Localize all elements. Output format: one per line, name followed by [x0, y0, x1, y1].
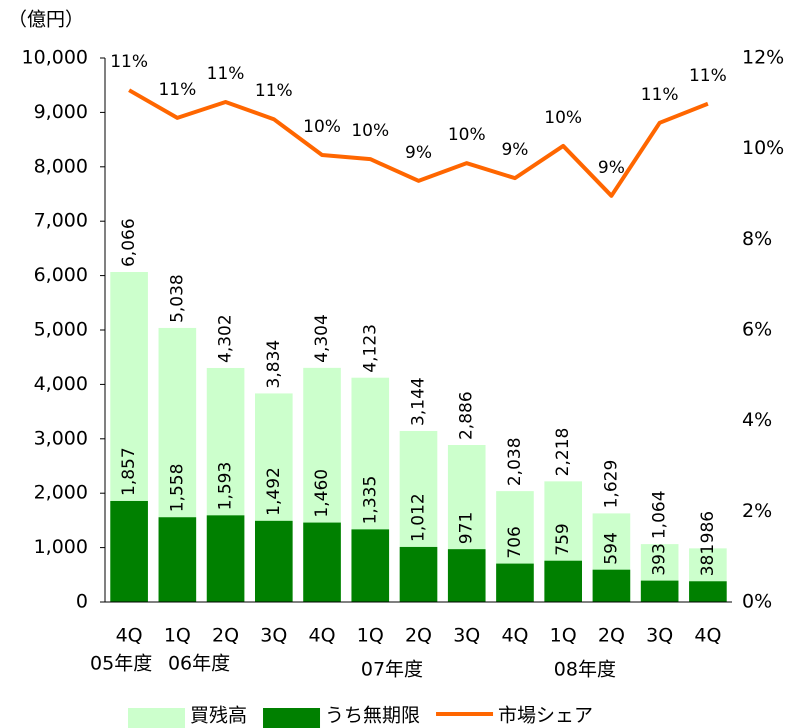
x-tick-label: 4Q [309, 625, 336, 647]
bar-value-label: 1,492 [264, 467, 284, 516]
line-value-label: 11% [110, 52, 148, 72]
x-tick-label: 3Q [646, 625, 673, 647]
legend-label: 買残高 [190, 705, 247, 727]
y-tick-label: 8,000 [34, 155, 88, 177]
bar-value-label: 5,038 [167, 274, 187, 323]
bar-value-label: 1,558 [167, 464, 187, 513]
y2-tick-label: 4% [742, 409, 772, 431]
y2-tick-label: 10% [742, 137, 784, 159]
bar-value-label: 4,302 [216, 314, 236, 363]
y-tick-label: 4,000 [34, 373, 88, 395]
line-value-label: 10% [351, 121, 389, 141]
bar [158, 517, 197, 602]
year-label: 05年度 [90, 653, 152, 675]
bar-value-label: 2,218 [553, 428, 573, 477]
bar [399, 546, 438, 602]
year-label: 06年度 [168, 653, 230, 675]
legend-swatch [128, 708, 185, 728]
bar-value-label: 393 [650, 543, 670, 575]
line-value-label: 10% [544, 108, 582, 128]
bar-value-label: 2,886 [457, 391, 477, 440]
bar-value-label: 6,066 [119, 218, 139, 267]
line-value-label: 11% [689, 66, 727, 86]
bar-value-label: 594 [601, 532, 621, 564]
x-tick-label: 3Q [260, 625, 287, 647]
line-value-label: 10% [303, 117, 341, 137]
year-label: 08年度 [554, 659, 616, 681]
bar [689, 581, 727, 602]
bar-value-label: 1,012 [409, 493, 429, 542]
bar-value-label: 759 [553, 523, 573, 555]
bar [206, 515, 245, 602]
line [128, 88, 709, 198]
x-tick-label: 3Q [453, 625, 480, 647]
y-tick-label: 1,000 [34, 536, 88, 558]
line-value-label: 9% [501, 140, 528, 160]
bar-value-label: 1,857 [119, 447, 139, 496]
bar-value-label: 3,144 [409, 377, 429, 426]
y-tick-label: 3,000 [34, 427, 88, 449]
bar [254, 520, 293, 602]
bar [351, 529, 390, 602]
y2-tick-label: 0% [742, 591, 772, 613]
x-tick-label: 1Q [357, 625, 384, 647]
y-tick-label: 5,000 [34, 319, 88, 341]
x-tick-label: 1Q [550, 625, 577, 647]
x-tick-label: 4Q [501, 625, 528, 647]
y-tick-label: 0 [76, 591, 88, 613]
line-value-label: 10% [448, 125, 486, 145]
y-tick-label: 10,000 [22, 47, 88, 69]
line-value-label: 11% [158, 80, 196, 100]
x-tick-label: 4Q [116, 625, 143, 647]
line-value-label: 11% [255, 81, 293, 101]
bar-value-label: 4,123 [360, 324, 380, 373]
y2-tick-label: 12% [742, 47, 784, 69]
bar-value-label: 1,593 [216, 462, 236, 511]
bar-value-label: 986 [698, 511, 718, 543]
legend-label: 市場シェア [498, 705, 593, 727]
y-tick-label: 2,000 [34, 482, 88, 504]
legend-swatch [263, 708, 321, 728]
bar-value-label: 3,834 [264, 340, 284, 389]
x-tick-label: 4Q [694, 625, 721, 647]
bar [640, 580, 679, 602]
bar [544, 560, 583, 602]
bar-value-label: 706 [505, 526, 525, 558]
legend-label: うち無期限 [325, 705, 420, 727]
year-label: 07年度 [361, 659, 423, 681]
y2-tick-label: 6% [742, 319, 772, 341]
x-tick-label: 1Q [164, 625, 191, 647]
bar-value-label: 1,335 [360, 476, 380, 525]
line-value-label: 11% [207, 64, 245, 84]
y-tick-label: 6,000 [34, 264, 88, 286]
bar-value-label: 1,064 [650, 490, 670, 539]
bar [496, 563, 534, 602]
x-tick-label: 2Q [212, 625, 239, 647]
bar-value-label: 2,038 [505, 437, 525, 486]
y2-tick-label: 8% [742, 228, 772, 250]
bar [303, 522, 341, 602]
bar-value-label: 1,629 [601, 460, 621, 509]
x-tick-label: 2Q [405, 625, 432, 647]
bar [110, 500, 148, 602]
line-value-label: 9% [405, 143, 432, 163]
bar-value-label: 971 [457, 512, 477, 544]
bar-value-label: 1,460 [312, 469, 332, 518]
line-value-label: 11% [641, 85, 679, 105]
bar [447, 549, 486, 602]
bar-value-label: 4,304 [312, 314, 332, 363]
x-tick-label: 2Q [598, 625, 625, 647]
line-value-label: 9% [598, 158, 625, 178]
bar [592, 569, 631, 602]
y2-tick-label: 2% [742, 500, 772, 522]
y-tick-label: 9,000 [34, 101, 88, 123]
unit-label: （億円） [8, 9, 84, 31]
y-tick-label: 7,000 [34, 210, 88, 232]
bar-value-label: 381 [698, 544, 718, 576]
